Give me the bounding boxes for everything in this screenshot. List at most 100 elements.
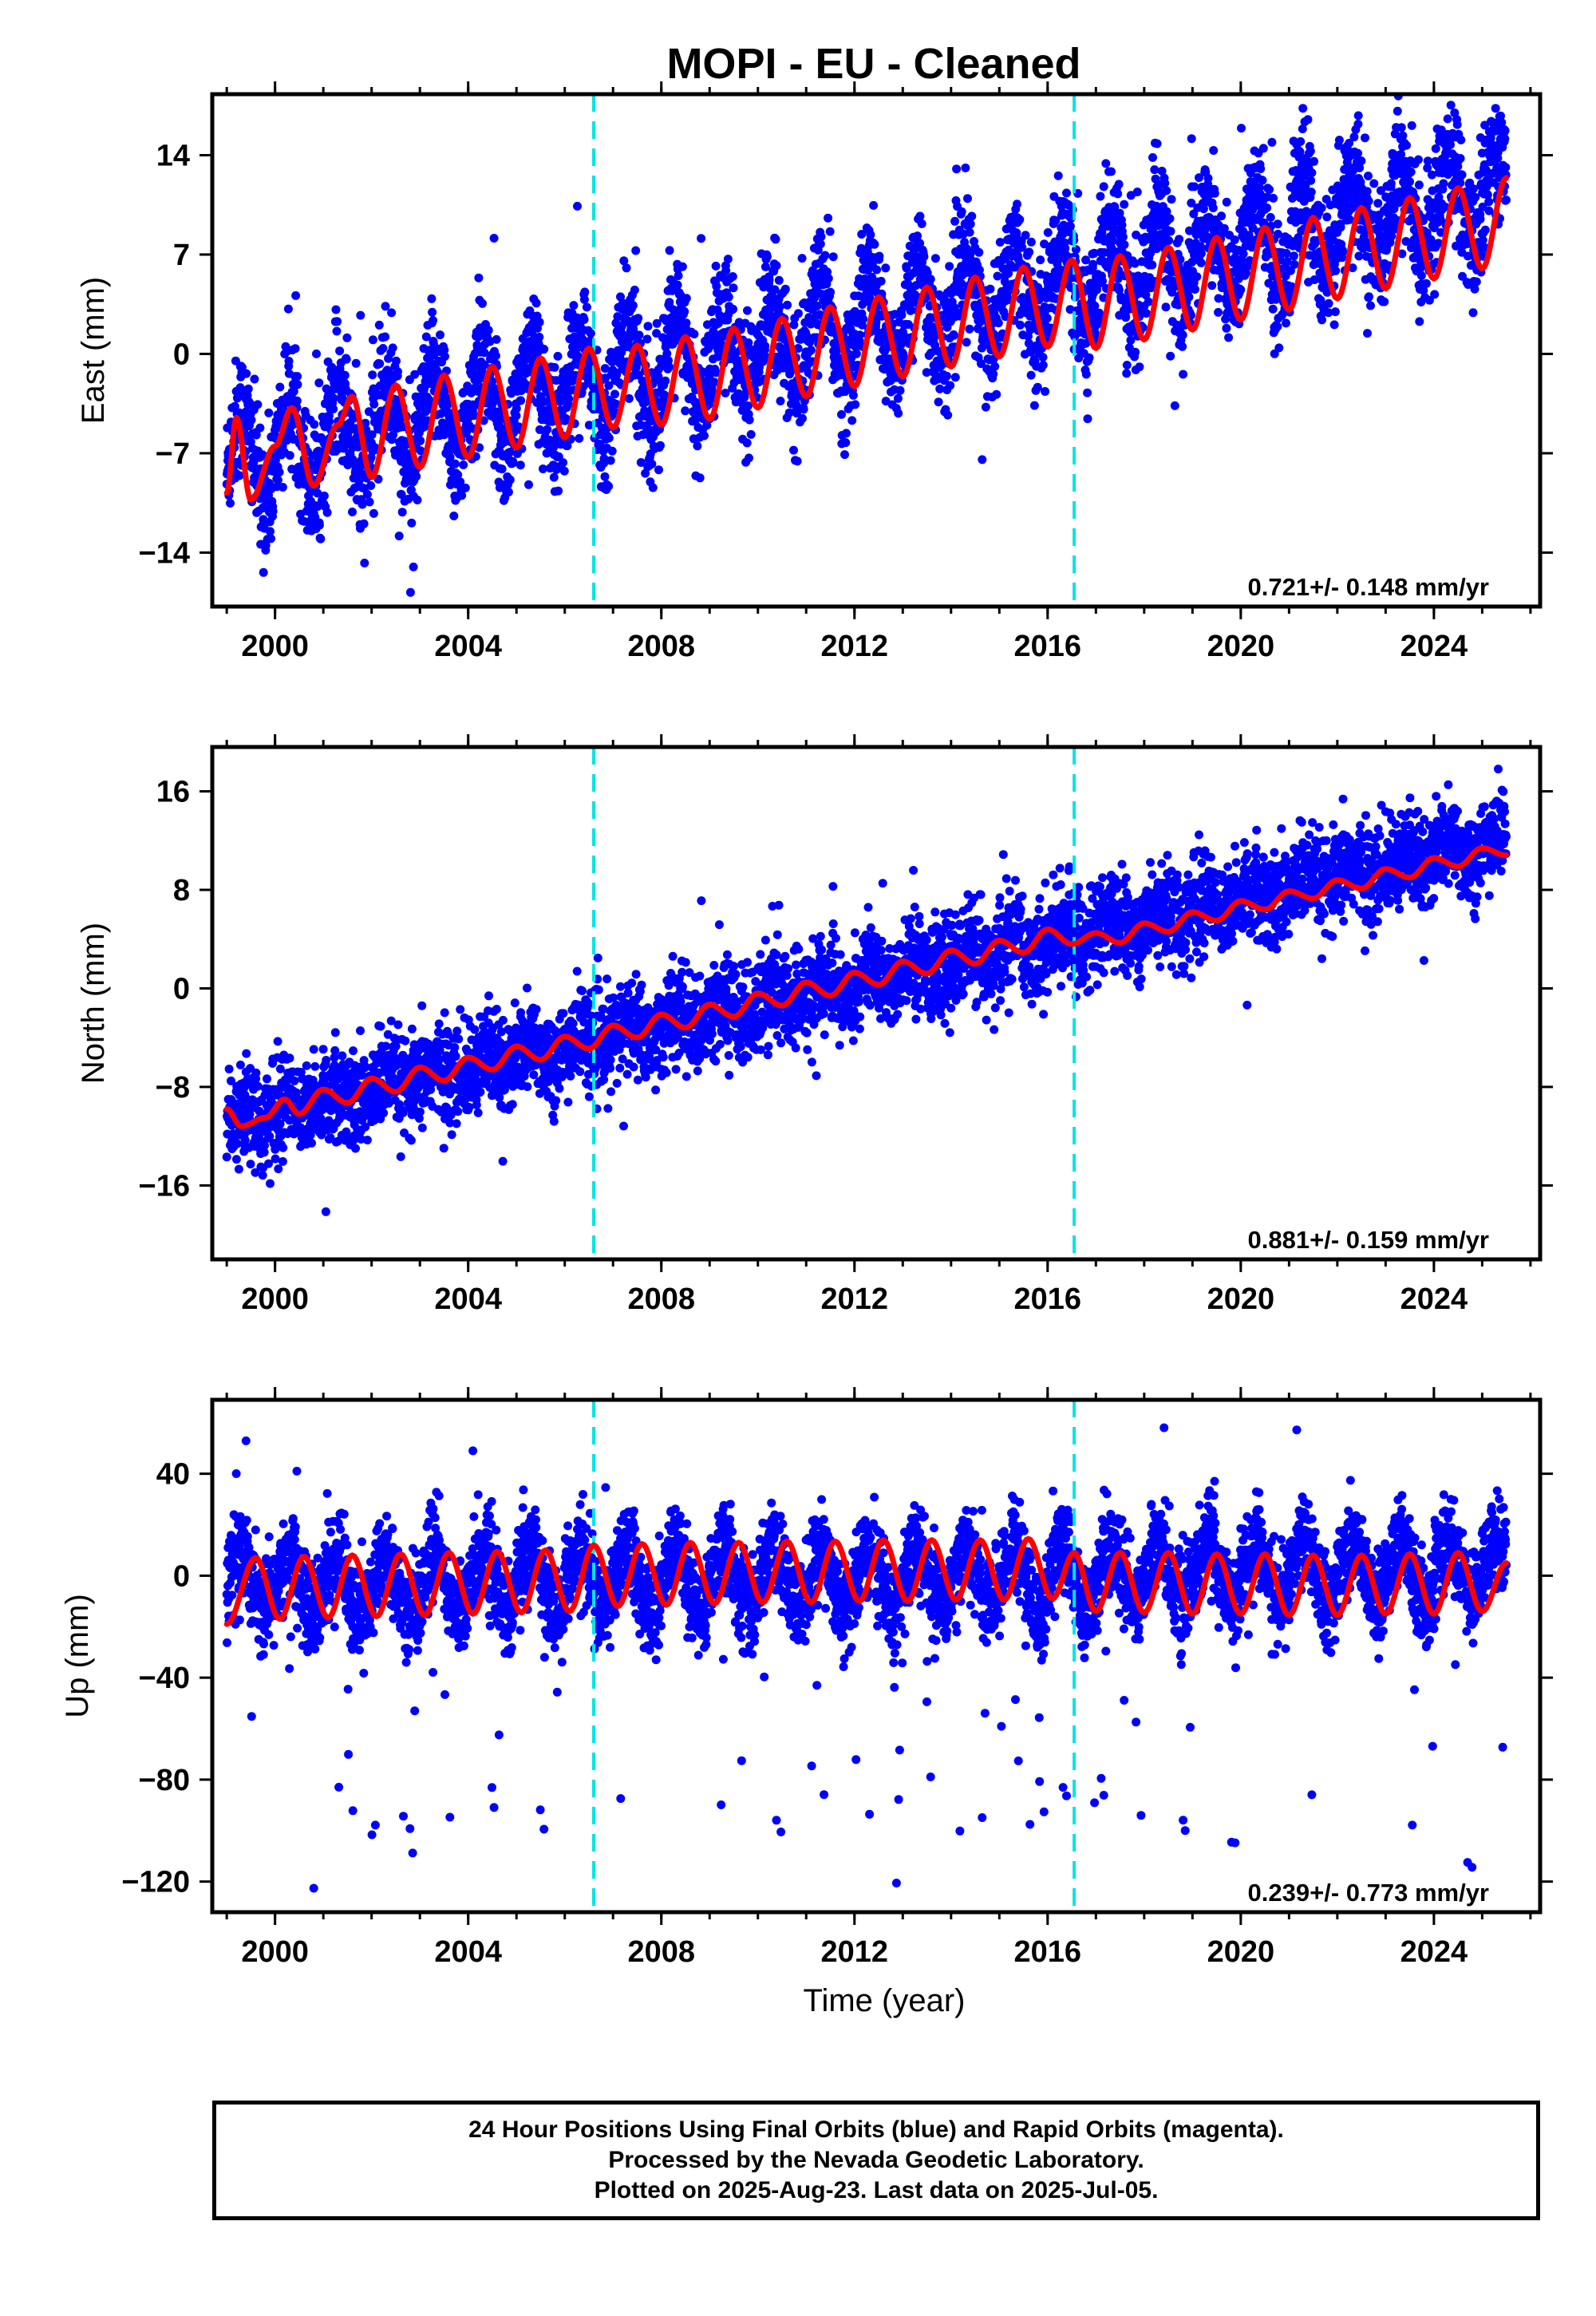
data-point [1443,114,1452,124]
data-point [237,362,247,372]
data-point [1081,338,1091,348]
data-point [478,298,487,308]
plot-area [222,747,1511,1259]
data-point [1214,294,1223,303]
data-point [780,284,790,294]
data-point [1478,202,1487,211]
data-point [475,443,484,453]
data-point [902,263,911,273]
data-point [673,280,682,290]
data-point [1415,317,1424,326]
data-point [1142,309,1151,318]
data-point [1369,179,1379,188]
data-point [1110,202,1120,211]
data-point [893,393,903,403]
data-point [489,234,499,243]
data-point [488,377,497,386]
data-point [1317,204,1326,212]
data-point [740,393,749,402]
data-point [1282,318,1290,328]
data-point [310,420,319,429]
data-point [1345,215,1354,224]
data-point [742,438,752,448]
data-point [775,302,784,311]
data-point [1209,146,1219,155]
data-point [1207,281,1217,290]
data-point [665,246,674,255]
data-point [1015,215,1025,224]
data-point [794,309,803,318]
data-point [1265,185,1274,194]
data-point [251,1168,260,1177]
data-point [607,446,617,456]
data-point [1298,104,1308,113]
data-point [573,201,582,211]
data-point [497,464,507,474]
data-point [246,1160,255,1169]
data-point [840,450,849,460]
data-point [232,1139,242,1148]
data-point [284,357,294,366]
data-point [850,306,859,316]
data-point [319,491,329,500]
data-point [894,409,903,418]
data-point [963,194,972,204]
data-point [485,337,495,346]
data-point [1017,243,1027,252]
data-point [230,401,239,411]
data-point [397,490,406,500]
data-point [604,381,614,390]
data-point [1364,172,1373,180]
data-point [1445,81,1454,89]
data-point [1038,353,1048,362]
data-point [641,468,650,478]
data-point [816,232,826,241]
data-point [1167,195,1176,204]
data-point [1476,215,1485,223]
data-point [789,445,798,455]
data-point [1439,179,1448,188]
data-point [1430,290,1440,299]
data-point [859,314,868,324]
data-point [1219,223,1229,233]
data-point [770,285,780,294]
data-point [966,219,975,229]
data-point [1456,178,1465,188]
data-point [332,326,342,336]
data-point [387,308,397,318]
data-point [974,247,984,257]
data-point [538,464,547,473]
data-point [496,411,505,420]
data-point [273,476,282,484]
data-point [851,349,861,358]
y-tick-label: −7 [156,437,190,471]
data-point [234,392,243,401]
data-point [389,430,398,440]
data-point [634,330,644,340]
data-point [1130,259,1140,268]
data-point [934,397,943,407]
data-point [1256,164,1266,173]
data-point [1355,163,1365,172]
data-point [1336,223,1345,232]
data-point [1170,401,1179,410]
data-point [1041,387,1050,396]
data-point [636,458,646,467]
data-point [631,246,641,255]
data-point [1099,182,1108,192]
data-point [505,448,515,456]
data-point [1353,111,1363,121]
data-point [1334,136,1344,144]
data-point [1117,220,1127,230]
data-point [1450,108,1460,117]
data-point [1178,342,1187,351]
data-point [1353,120,1363,128]
data-point [234,1164,243,1174]
data-point [993,271,1002,281]
data-point [554,486,563,496]
data-point [1191,285,1199,294]
data-point [358,500,367,509]
data-point [772,261,781,271]
data-point [789,320,799,330]
data-point [1152,139,1162,148]
